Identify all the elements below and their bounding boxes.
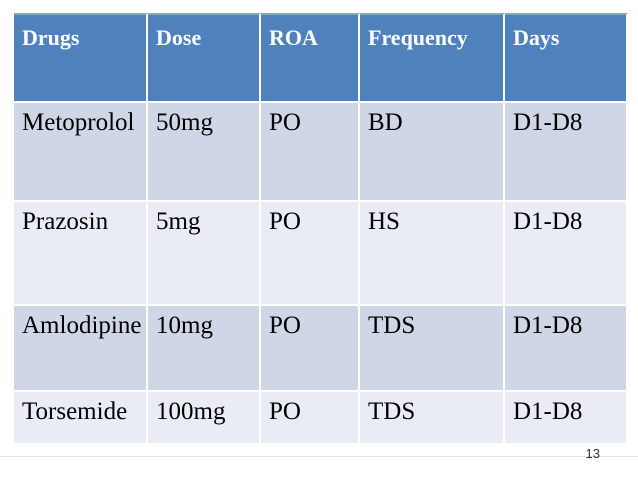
header-cell-roa: ROA — [261, 13, 360, 103]
table-row: Metoprolol 50mg PO BD D1-D8 — [14, 103, 628, 202]
header-cell-frequency: Frequency — [360, 13, 505, 103]
table-cell-dose: 5mg — [148, 202, 261, 306]
table-cell-frequency: TDS — [360, 306, 505, 392]
table-cell-roa: PO — [261, 392, 360, 445]
table-cell-drug: Prazosin — [14, 202, 148, 306]
table-row: Torsemide 100mg PO TDS D1-D8 — [14, 392, 628, 445]
drug-dosage-table: Drugs Dose ROA Frequency Days Metoprolol… — [14, 13, 628, 445]
table-cell-drug: Torsemide — [14, 392, 148, 445]
table-cell-drug: Metoprolol — [14, 103, 148, 202]
table-cell-days: D1-D8 — [505, 202, 628, 306]
table-cell-frequency: TDS — [360, 392, 505, 445]
table-cell-days: D1-D8 — [505, 392, 628, 445]
table-row: Amlodipine 10mg PO TDS D1-D8 — [14, 306, 628, 392]
slide-number: 13 — [585, 446, 600, 461]
table-cell-frequency: HS — [360, 202, 505, 306]
table-cell-dose: 10mg — [148, 306, 261, 392]
table-cell-dose: 50mg — [148, 103, 261, 202]
header-cell-dose: Dose — [148, 13, 261, 103]
table-cell-drug: Amlodipine — [14, 306, 148, 392]
header-cell-drugs: Drugs — [14, 13, 148, 103]
table-cell-days: D1-D8 — [505, 306, 628, 392]
table-cell-dose: 100mg — [148, 392, 261, 445]
table-cell-roa: PO — [261, 306, 360, 392]
slide-footer-line — [0, 456, 638, 457]
table-cell-roa: PO — [261, 103, 360, 202]
table-header-row: Drugs Dose ROA Frequency Days — [14, 13, 628, 103]
table-row: Prazosin 5mg PO HS D1-D8 — [14, 202, 628, 306]
table-cell-roa: PO — [261, 202, 360, 306]
header-cell-days: Days — [505, 13, 628, 103]
table-cell-frequency: BD — [360, 103, 505, 202]
table-cell-days: D1-D8 — [505, 103, 628, 202]
